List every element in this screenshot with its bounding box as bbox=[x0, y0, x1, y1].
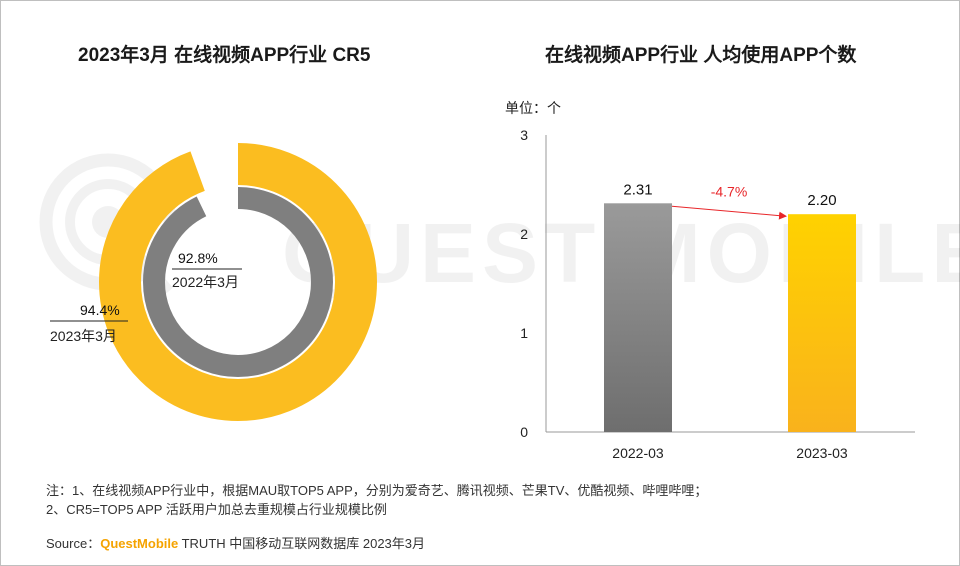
outer-ring bbox=[99, 143, 377, 421]
bar-2023-03 bbox=[788, 214, 856, 432]
inner-ring bbox=[143, 187, 333, 377]
outer-value-label: 94.4% bbox=[80, 302, 120, 318]
unit-label: 单位：个 bbox=[505, 100, 561, 116]
y-tick-label-3: 3 bbox=[520, 127, 528, 143]
source-brand: QuestMobile bbox=[100, 536, 179, 551]
footnote-line-1: 注：1、在线视频APP行业中，根据MAU取TOP5 APP，分别为爱奇艺、腾讯视… bbox=[46, 483, 708, 498]
footnote-line-2: 2、CR5=TOP5 APP 活跃用户加总去重规模占行业规模比例 bbox=[46, 502, 387, 517]
donut-chart-title: 2023年3月 在线视频APP行业 CR5 bbox=[78, 45, 371, 66]
bar-chart: 单位：个 0 1 2 3 2.31 2.20 2022-03 2023-03 -4.7% bbox=[505, 100, 915, 461]
change-arrow bbox=[671, 205, 787, 220]
bar-value-label-2022-03: 2.31 bbox=[623, 181, 652, 198]
inner-value-label: 92.8% bbox=[178, 250, 218, 266]
bars: 2.31 2.20 bbox=[604, 181, 856, 432]
x-tick-labels: 2022-03 2023-03 bbox=[612, 445, 848, 461]
donut-chart: 92.8% 2022年3月 94.4% 2023年3月 bbox=[50, 143, 377, 421]
y-tick-labels: 0 1 2 3 bbox=[520, 127, 528, 440]
y-tick-label-2: 2 bbox=[520, 226, 528, 242]
y-tick-label-1: 1 bbox=[520, 325, 528, 341]
bar-2022-03 bbox=[604, 203, 672, 432]
inner-series-label: 2022年3月 bbox=[172, 274, 239, 290]
bar-value-label-2023-03: 2.20 bbox=[807, 192, 836, 209]
y-tick-label-0: 0 bbox=[520, 424, 528, 440]
source-rest: TRUTH 中国移动互联网数据库 2023年3月 bbox=[178, 536, 426, 551]
x-tick-label-2023-03: 2023-03 bbox=[796, 445, 848, 461]
change-label: -4.7% bbox=[711, 183, 748, 199]
outer-series-label: 2023年3月 bbox=[50, 328, 117, 344]
bar-chart-title: 在线视频APP行业 人均使用APP个数 bbox=[545, 45, 857, 66]
source-prefix: Source： bbox=[46, 536, 101, 551]
source-line: Source：QuestMobile TRUTH 中国移动互联网数据库 2023… bbox=[46, 533, 425, 552]
x-tick-label-2022-03: 2022-03 bbox=[612, 445, 664, 461]
